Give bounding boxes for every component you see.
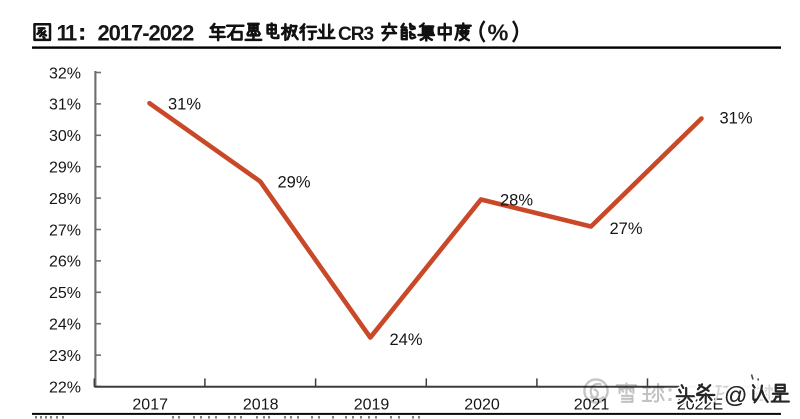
svg-text:31%: 31% — [49, 97, 81, 114]
svg-text:26%: 26% — [49, 254, 81, 271]
svg-text:@: @ — [724, 382, 747, 408]
svg-text:24%: 24% — [390, 331, 423, 349]
svg-text:@: @ — [724, 382, 747, 408]
svg-text:2017: 2017 — [132, 396, 168, 413]
svg-text:29%: 29% — [278, 174, 311, 192]
svg-text:22%: 22% — [49, 379, 81, 396]
svg-text:CR3: CR3 — [338, 24, 373, 45]
svg-text:31%: 31% — [720, 110, 753, 128]
svg-text:29%: 29% — [49, 160, 81, 177]
svg-text:27%: 27% — [610, 220, 643, 238]
svg-text:11: 11 — [57, 20, 78, 45]
svg-text:%: % — [488, 19, 509, 45]
svg-text:27%: 27% — [49, 222, 81, 239]
svg-text:28%: 28% — [49, 191, 81, 208]
svg-text:32%: 32% — [49, 65, 81, 82]
svg-text:23%: 23% — [49, 348, 81, 365]
svg-text:24%: 24% — [49, 317, 81, 334]
svg-text:25%: 25% — [49, 285, 81, 302]
svg-text:2017-2022: 2017-2022 — [98, 20, 195, 45]
svg-text:2019: 2019 — [354, 396, 390, 413]
svg-text:28%: 28% — [500, 192, 533, 210]
svg-text:31%: 31% — [168, 96, 201, 114]
svg-text:2020: 2020 — [464, 396, 500, 413]
svg-text:30%: 30% — [49, 128, 81, 145]
svg-text:2018: 2018 — [243, 396, 279, 413]
